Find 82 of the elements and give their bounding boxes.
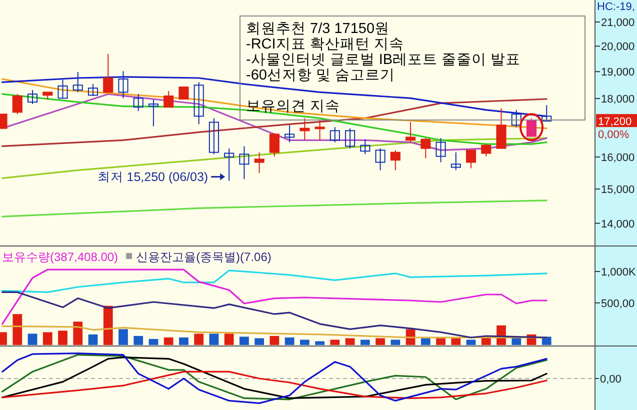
- text: 1,000K: [601, 266, 637, 278]
- bar: [436, 338, 446, 345]
- bar: [118, 329, 128, 345]
- text: 17,200: [598, 116, 632, 128]
- candlestick: [436, 138, 446, 163]
- candlestick: [542, 104, 552, 122]
- candlestick: [208, 118, 219, 155]
- bar: [224, 334, 234, 345]
- series-label: 보유수량(387,408.00): [2, 250, 118, 264]
- bar: [42, 332, 52, 345]
- y-tick-label: 15,000: [601, 184, 635, 196]
- annotation: 최저 15,250 (06/03): [97, 170, 208, 184]
- bar: [209, 334, 219, 345]
- bar: [148, 338, 158, 345]
- y-tick-label: 19,000: [601, 66, 635, 79]
- candlestick: [405, 122, 416, 143]
- text: 500,00: [601, 298, 635, 310]
- candlestick: [269, 132, 280, 157]
- candlestick: [88, 84, 98, 97]
- candlestick: [239, 146, 250, 180]
- y-tick-label: 18,000: [601, 93, 635, 106]
- candlestick: [103, 53, 114, 93]
- candlestick: [330, 126, 340, 143]
- candlestick: [481, 144, 492, 157]
- text: HC:-19,: [597, 1, 635, 13]
- bar: [88, 334, 98, 345]
- candlestick: [466, 150, 476, 169]
- candlestick: [300, 118, 310, 141]
- bar: [103, 306, 113, 345]
- candlestick: [511, 109, 522, 128]
- bar: [254, 338, 264, 345]
- bar: [300, 340, 310, 345]
- candlestick: [390, 150, 400, 171]
- candlestick: [375, 148, 386, 171]
- bar: [179, 337, 188, 345]
- bar: [270, 336, 280, 345]
- annotation: 회원추천 7/3 17150원 -RCI지표 확산패턴 지속 -사물인터넷 글로벌 IB레포트 줄줄이 발표 -60선저항 및 숨고르기 보유의견 지속: [246, 21, 521, 114]
- bar: [315, 341, 324, 345]
- bar: [360, 340, 370, 345]
- candlestick: [148, 99, 159, 127]
- candlestick: [345, 128, 356, 149]
- bar: [330, 340, 340, 345]
- bar: [284, 337, 294, 345]
- candlestick: [12, 94, 22, 115]
- candlestick: [178, 86, 189, 100]
- candlestick: [118, 70, 128, 99]
- y-tick-label: 20,000: [601, 41, 635, 54]
- bar: [240, 336, 249, 345]
- bar: [345, 338, 355, 345]
- bar: [73, 322, 83, 345]
- candlestick: [450, 152, 461, 171]
- candlestick: [164, 90, 174, 108]
- line-series: [1, 200, 548, 218]
- bar: [12, 314, 22, 345]
- candlestick: [496, 108, 506, 149]
- bar: [451, 338, 461, 345]
- bar: [134, 336, 144, 345]
- candlestick: [194, 82, 204, 125]
- y-tick-label: 21,000: [601, 16, 635, 29]
- bar: [420, 338, 430, 345]
- candlestick: [526, 118, 537, 137]
- bar: [390, 340, 400, 345]
- bar: [164, 337, 174, 345]
- candlestick: [72, 71, 83, 93]
- bar: [28, 334, 38, 345]
- candlestick: [420, 138, 431, 159]
- candlestick: [58, 79, 68, 99]
- text: 0,00%: [598, 129, 630, 142]
- bar: [466, 340, 476, 345]
- candlestick: [133, 94, 144, 112]
- bar: [194, 334, 204, 345]
- bar: [58, 330, 68, 345]
- candlestick: [254, 152, 264, 174]
- candlestick: [360, 138, 370, 155]
- y-tick-label: 16,000: [601, 152, 635, 164]
- legend: 보유수량(387,408.00) 신용잔고율(종목별)(7.06): [2, 250, 272, 264]
- y-tick-label: 14,000: [601, 218, 635, 230]
- bar: [376, 338, 385, 345]
- ref-line-label: 0,00: [600, 374, 622, 386]
- candlestick: [284, 124, 295, 143]
- candlestick: [314, 120, 325, 141]
- candlestick: [27, 90, 38, 105]
